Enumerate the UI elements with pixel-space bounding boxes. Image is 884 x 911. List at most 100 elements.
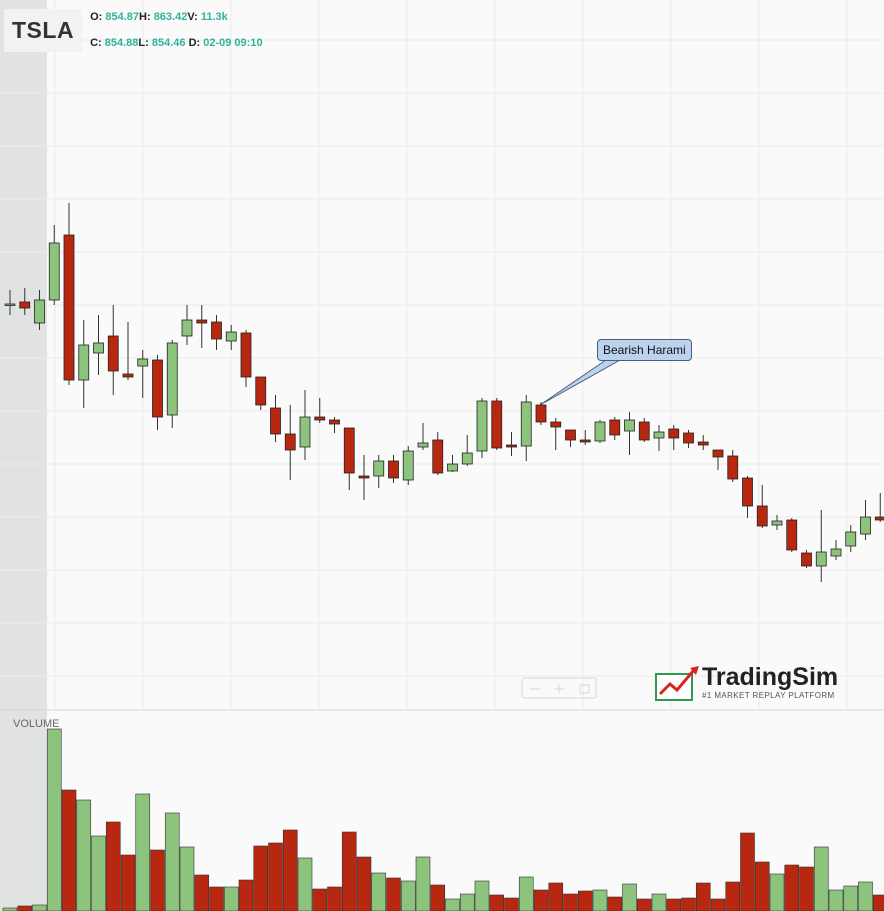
candle-body <box>343 427 355 474</box>
zoom-reset[interactable] <box>579 684 590 694</box>
logo-tagline: #1 MARKET REPLAY PLATFORM <box>702 691 835 700</box>
candle-body <box>712 449 724 458</box>
volume-bar <box>282 829 298 911</box>
volume-bar <box>223 886 239 911</box>
candle-body <box>830 548 842 557</box>
volume-bar <box>474 880 490 911</box>
candle-body <box>255 376 267 406</box>
candle-body <box>668 428 680 439</box>
candle-body <box>432 439 444 474</box>
candle-body <box>653 431 665 439</box>
candle-body <box>107 335 119 372</box>
candle-body <box>506 444 517 448</box>
candle-body <box>78 344 90 381</box>
candle-body <box>19 301 31 309</box>
volume-bar <box>740 832 755 911</box>
candle-body <box>181 319 193 337</box>
candle-body <box>358 475 370 479</box>
value: 854.46 <box>151 37 186 49</box>
volume-bar <box>445 898 460 911</box>
volume-bar <box>504 897 519 911</box>
symbol: TSLA <box>4 8 83 52</box>
volume-bar <box>327 886 342 911</box>
label: H: <box>139 11 151 23</box>
volume-bar <box>209 886 224 911</box>
label: L: <box>138 37 149 49</box>
volume-bar <box>238 879 254 911</box>
candle-body <box>122 373 134 378</box>
candle-body <box>550 421 562 428</box>
volume-bar <box>548 882 564 911</box>
label: V: <box>187 11 198 23</box>
volume-bar <box>253 845 269 911</box>
candle-body <box>48 242 60 301</box>
candle-body <box>683 432 694 444</box>
candle-body <box>845 531 857 547</box>
volume-bar <box>710 898 726 911</box>
volume-bar <box>415 856 431 911</box>
candle-body <box>196 319 208 324</box>
candle-body <box>314 416 326 421</box>
candle-body <box>34 299 45 324</box>
volume-bar <box>430 884 446 911</box>
volume-bar <box>297 857 313 911</box>
volume-bar <box>179 846 195 911</box>
candle-body <box>270 407 281 435</box>
candle-body <box>727 455 739 480</box>
annotation-pointer <box>539 359 622 406</box>
volume-bar <box>371 872 387 911</box>
volume-bar <box>622 883 637 911</box>
candle-body <box>579 439 591 443</box>
candle-body <box>402 450 414 481</box>
volume-bar <box>872 894 884 911</box>
candle-body <box>609 419 621 436</box>
candle-body <box>815 551 827 567</box>
candle-body <box>476 400 488 452</box>
volume-bar <box>105 821 121 911</box>
candle-body <box>565 429 576 441</box>
volume-bar <box>61 789 77 911</box>
candle-body <box>166 342 178 416</box>
value: 854.88 <box>104 37 139 49</box>
candle-body <box>4 303 16 306</box>
volume-bar <box>666 898 682 911</box>
candle-body <box>137 358 149 367</box>
volume-bar <box>312 888 328 911</box>
candle-body <box>860 516 871 535</box>
candle-body <box>594 421 606 442</box>
volume-bar <box>518 876 534 911</box>
volume-bar <box>681 897 696 911</box>
volume-bar <box>459 893 475 911</box>
history-shade <box>0 0 47 911</box>
zoom-controls[interactable] <box>521 677 597 699</box>
candle-body <box>491 400 503 449</box>
volume-bar <box>533 889 549 911</box>
label: C: <box>90 37 102 49</box>
volume-bar <box>120 854 136 911</box>
candle-body <box>535 404 547 423</box>
volume-bar <box>843 885 859 911</box>
candle-body <box>874 516 884 521</box>
candle-body <box>299 416 311 448</box>
candle-body <box>284 433 296 451</box>
zoom-box[interactable] <box>521 677 597 699</box>
candle-body <box>417 442 429 448</box>
volume-bar <box>592 889 608 911</box>
volume-bar <box>799 866 814 911</box>
volume-bar <box>651 893 667 911</box>
candle-body <box>447 463 458 472</box>
value: 02-09 09:10 <box>203 37 263 49</box>
candle-body <box>329 419 340 425</box>
volume-bar <box>813 846 829 911</box>
logo: TradingSim #1 MARKET REPLAY PLATFORM <box>652 663 839 701</box>
volume-bar <box>563 893 578 911</box>
logo-name: TradingSim <box>702 663 839 691</box>
volume-bar <box>135 793 151 911</box>
volume-bar <box>32 904 47 911</box>
header: TSLA O: 854.87H: 863.42V: 11.3k C: 854.8… <box>4 4 263 56</box>
volume-bar <box>577 890 593 911</box>
volume-bar <box>194 874 210 911</box>
volume-bar <box>695 882 711 911</box>
